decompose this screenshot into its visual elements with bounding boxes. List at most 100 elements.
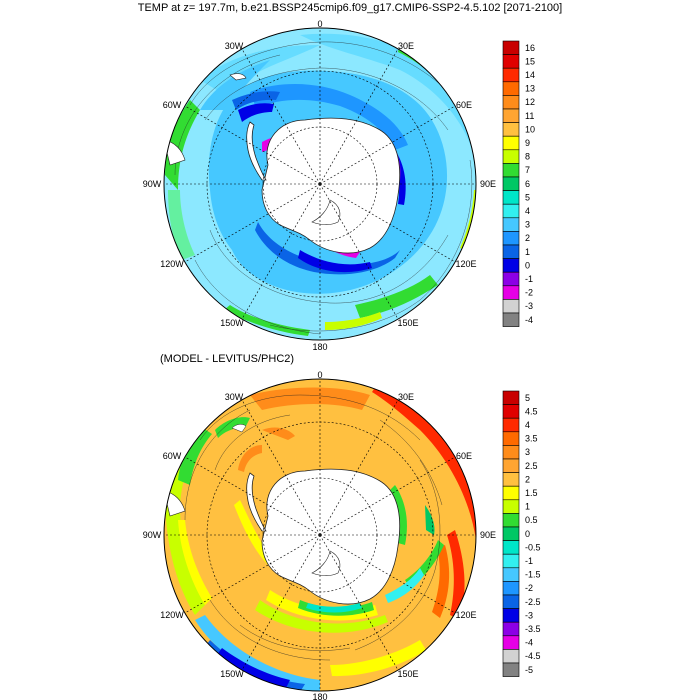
temperature-colorbar-swatch — [502, 190, 520, 205]
temperature-colorbar-swatch — [502, 244, 520, 259]
temperature-colorbar-tick-label: 4 — [525, 206, 530, 216]
difference-colorbar-tick-label: -5 — [525, 665, 533, 675]
lon-label-30w: 30W — [225, 392, 244, 402]
temperature-colorbar-tick-label: 8 — [525, 152, 530, 162]
temperature-colorbar-tick-label: 14 — [525, 70, 535, 80]
temperature-colorbar-tick-label: 5 — [525, 192, 530, 202]
temperature-colorbar-swatch — [502, 217, 520, 232]
difference-colorbar-tick-label: 2 — [525, 474, 530, 484]
temperature-colorbar-tick-label: 3 — [525, 220, 530, 230]
figure-title: TEMP at z= 197.7m, b.e21.BSSP245cmip6.f0… — [137, 2, 563, 14]
difference-colorbar-swatch — [502, 417, 520, 433]
difference-colorbar-tick-label: -1 — [525, 556, 533, 566]
difference-colorbar: 5 4.5 4 3.5 3 2.5 2 1.5 1 0.5 0 -0.5 -1 -1.5 -2 -2.5 -3 -… — [502, 390, 541, 677]
temperature-colorbar-swatch — [502, 149, 520, 164]
temperature-colorbar-swatch — [502, 163, 520, 178]
difference-colorbar-swatch — [502, 526, 520, 541]
difference-map — [163, 378, 477, 692]
difference-colorbar-tick-label: -2.5 — [525, 597, 541, 607]
difference-colorbar-tick-label: 4.5 — [525, 406, 538, 416]
lon-label-150e: 150E — [397, 318, 418, 328]
temperature-colorbar-swatch — [502, 285, 520, 300]
lon-label-30w: 30W — [225, 41, 244, 51]
temperature-colorbar-tick-label: 12 — [525, 97, 535, 107]
temperature-colorbar-swatch — [502, 54, 520, 69]
difference-colorbar-tick-label: 1.5 — [525, 488, 538, 498]
temperature-colorbar-tick-label: -3 — [525, 301, 533, 311]
difference-panel-title: (MODEL - LEVITUS/PHC2) — [160, 353, 295, 365]
lon-label-90w: 90W — [143, 179, 162, 189]
lon-label-30e: 30E — [398, 41, 414, 51]
difference-colorbar-swatch — [502, 581, 520, 596]
difference-colorbar-tick-label: 0.5 — [525, 515, 538, 525]
temperature-colorbar-swatch — [502, 81, 520, 96]
temperature-colorbar-swatch — [502, 40, 520, 55]
difference-colorbar-swatch — [502, 594, 520, 609]
difference-colorbar-swatch — [502, 390, 520, 405]
difference-colorbar-swatch — [502, 635, 520, 650]
temperature-colorbar-swatch — [502, 312, 520, 327]
temperature-colorbar-tick-label: 10 — [525, 124, 535, 134]
lon-label-0: 0 — [317, 370, 322, 380]
lon-label-120w: 120W — [160, 259, 184, 269]
lon-label-90e: 90E — [480, 530, 496, 540]
difference-colorbar-swatch — [502, 553, 520, 569]
lon-label-60w: 60W — [163, 100, 182, 110]
difference-colorbar-swatch — [502, 621, 520, 637]
difference-colorbar-tick-label: 5 — [525, 393, 530, 403]
difference-colorbar-tick-label: 4 — [525, 420, 530, 430]
lon-label-0: 0 — [317, 19, 322, 29]
temperature-colorbar-tick-label: 15 — [525, 56, 535, 66]
difference-colorbar-swatch — [502, 608, 520, 623]
difference-colorbar-swatch — [502, 445, 520, 460]
temperature-colorbar-tick-label: -2 — [525, 288, 533, 298]
difference-colorbar-tick-label: 1 — [525, 502, 530, 512]
difference-colorbar-tick-label: -4 — [525, 638, 533, 648]
difference-colorbar-tick-label: 2.5 — [525, 461, 538, 471]
lon-label-150e: 150E — [397, 669, 418, 679]
temperature-colorbar-tick-label: -4 — [525, 315, 533, 325]
lon-label-180: 180 — [312, 342, 327, 352]
temperature-colorbar-tick-label: 13 — [525, 84, 535, 94]
difference-colorbar-tick-label: -3 — [525, 610, 533, 620]
lon-label-120e: 120E — [455, 259, 476, 269]
difference-colorbar-tick-label: 3.5 — [525, 434, 538, 444]
lon-label-120w: 120W — [160, 610, 184, 620]
difference-colorbar-swatch — [502, 485, 520, 501]
lon-label-60e: 60E — [456, 451, 472, 461]
difference-colorbar-tick-label: -1.5 — [525, 570, 541, 580]
temperature-colorbar-tick-label: 1 — [525, 247, 530, 257]
temperature-map — [163, 27, 477, 341]
difference-colorbar-swatch — [502, 513, 520, 528]
temperature-colorbar-swatch — [502, 95, 520, 110]
temperature-colorbar-swatch — [502, 176, 520, 191]
temperature-colorbar-tick-label: 2 — [525, 233, 530, 243]
temperature-colorbar-swatch — [502, 122, 520, 137]
temperature-colorbar-tick-label: 11 — [525, 111, 534, 121]
temperature-colorbar-swatch — [502, 108, 520, 123]
difference-colorbar-swatch — [502, 662, 520, 677]
temperature-colorbar-tick-label: 0 — [525, 260, 530, 270]
lon-label-150w: 150W — [220, 669, 244, 679]
lon-label-90e: 90E — [480, 179, 496, 189]
difference-colorbar-swatch — [502, 649, 520, 664]
difference-colorbar-swatch — [502, 540, 520, 555]
top-map-longitude-labels: 0 30W 30E 60W 60E 90W 90E 120W 120E 150W… — [143, 19, 496, 352]
difference-colorbar-swatch — [502, 499, 520, 514]
difference-colorbar-tick-label: 0 — [525, 529, 530, 539]
temperature-colorbar-swatch — [502, 231, 520, 246]
difference-colorbar-tick-label: -3.5 — [525, 624, 541, 634]
temperature-colorbar-tick-label: 9 — [525, 138, 530, 148]
temperature-colorbar-tick-label: 7 — [525, 165, 530, 175]
temperature-colorbar-swatch — [502, 67, 520, 83]
difference-colorbar-swatch — [502, 404, 520, 419]
lon-label-180: 180 — [312, 692, 327, 700]
difference-colorbar-swatch — [502, 472, 520, 487]
temperature-colorbar-swatch — [502, 299, 520, 314]
temperature-colorbar-swatch — [502, 203, 520, 219]
lon-label-120e: 120E — [455, 610, 476, 620]
difference-colorbar-tick-label: -0.5 — [525, 542, 541, 552]
lon-label-30e: 30E — [398, 392, 414, 402]
lon-label-60e: 60E — [456, 100, 472, 110]
